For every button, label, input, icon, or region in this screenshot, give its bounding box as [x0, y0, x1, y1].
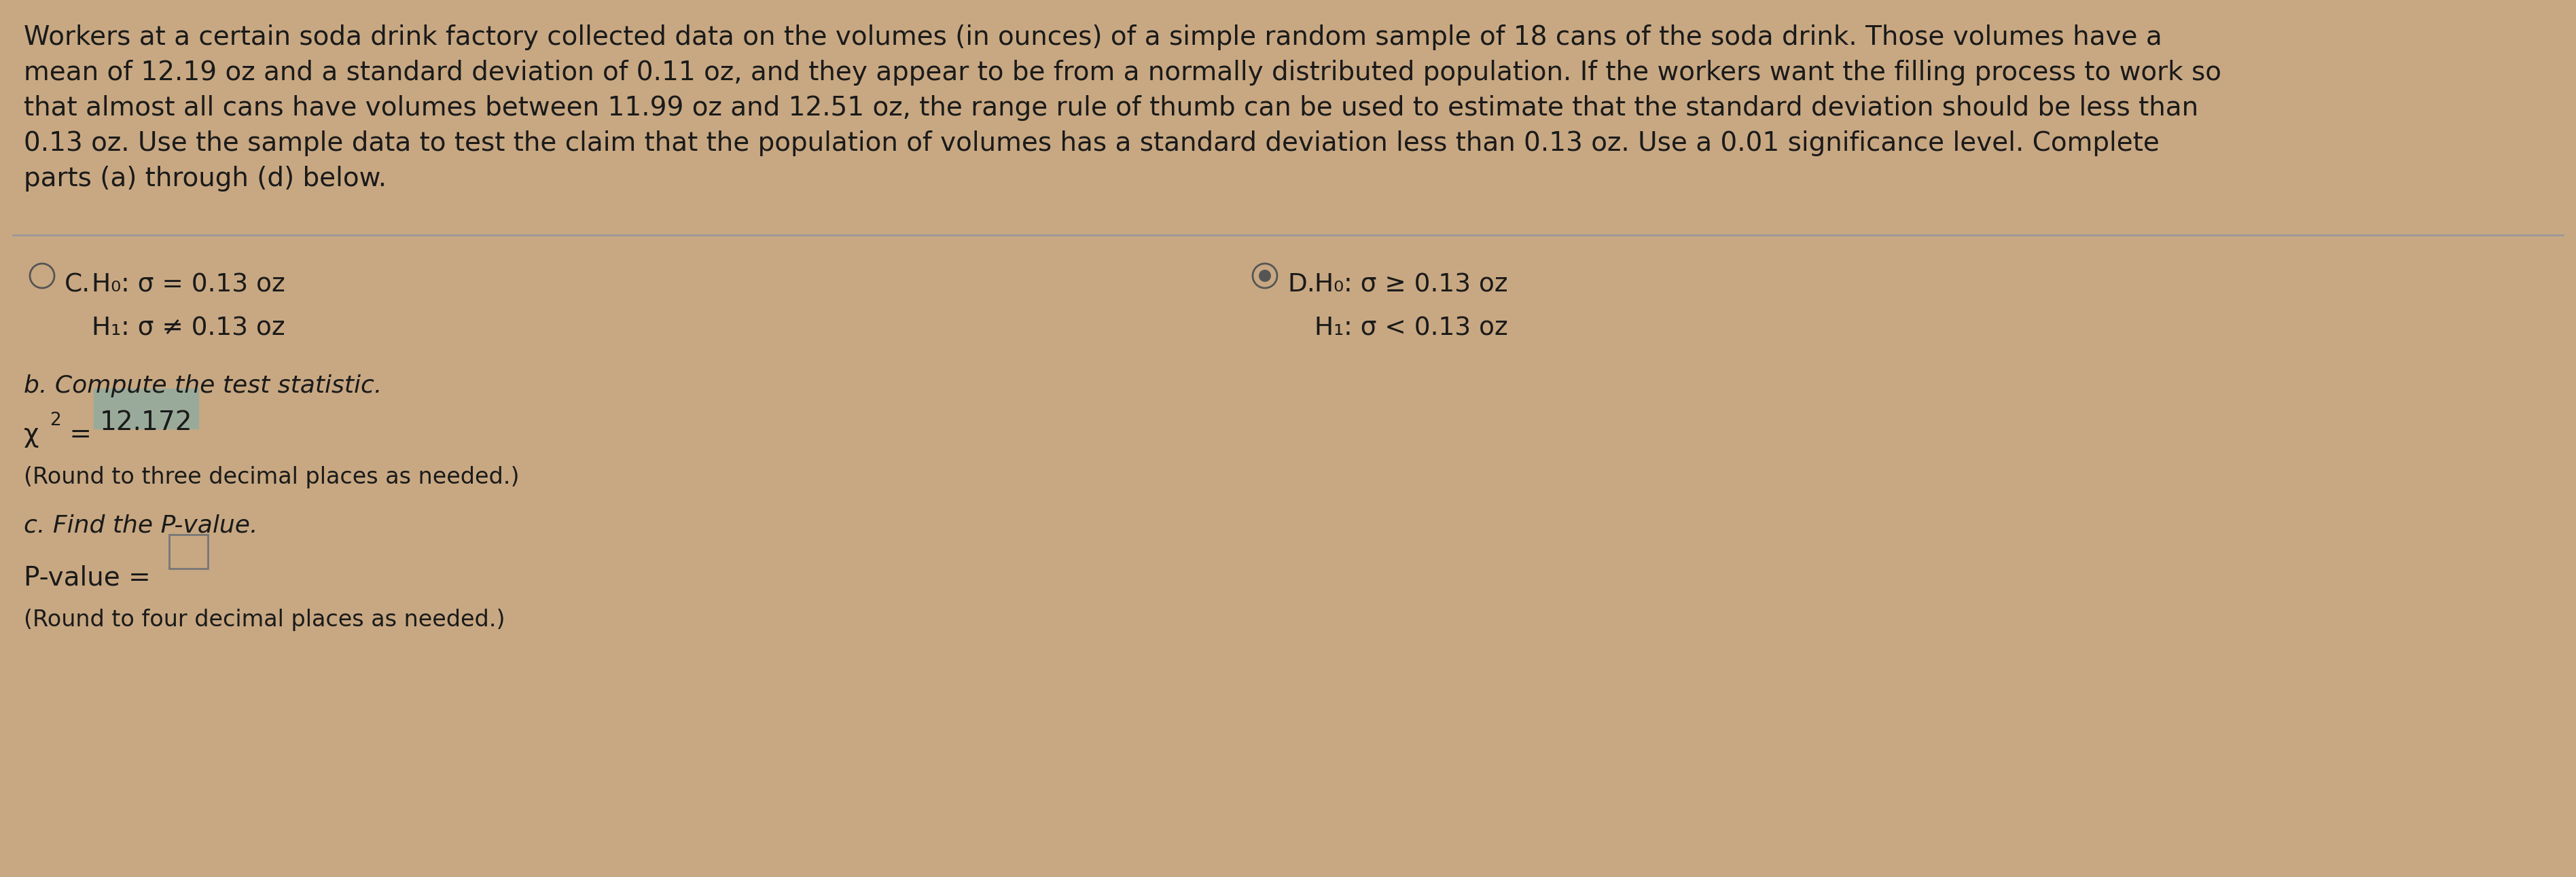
- FancyBboxPatch shape: [170, 535, 209, 568]
- Circle shape: [1260, 270, 1270, 282]
- Text: b. Compute the test statistic.: b. Compute the test statistic.: [23, 374, 381, 397]
- Text: H₀: σ = 0.13 oz: H₀: σ = 0.13 oz: [93, 273, 286, 296]
- Text: c. Find the P-value.: c. Find the P-value.: [23, 514, 258, 537]
- Text: H₁: σ ≠ 0.13 oz: H₁: σ ≠ 0.13 oz: [93, 317, 286, 341]
- Text: C.: C.: [64, 273, 90, 296]
- Text: =: =: [62, 422, 100, 447]
- Text: 12.172: 12.172: [100, 410, 193, 436]
- Text: H₁: σ < 0.13 oz: H₁: σ < 0.13 oz: [1314, 317, 1507, 341]
- Text: (Round to three decimal places as needed.): (Round to three decimal places as needed…: [23, 466, 520, 488]
- Text: Workers at a certain soda drink factory collected data on the volumes (in ounces: Workers at a certain soda drink factory …: [23, 25, 2161, 50]
- Text: P-value =: P-value =: [23, 565, 149, 590]
- Text: mean of 12.19 oz and a standard deviation of 0.11 oz, and they appear to be from: mean of 12.19 oz and a standard deviatio…: [23, 60, 2221, 86]
- Text: 2: 2: [49, 411, 62, 430]
- FancyBboxPatch shape: [93, 389, 198, 429]
- Text: H₀: σ ≥ 0.13 oz: H₀: σ ≥ 0.13 oz: [1314, 273, 1507, 296]
- Text: parts (a) through (d) below.: parts (a) through (d) below.: [23, 166, 386, 191]
- Text: χ: χ: [23, 422, 39, 447]
- Text: (Round to four decimal places as needed.): (Round to four decimal places as needed.…: [23, 609, 505, 631]
- Text: 0.13 oz. Use the sample data to test the claim that the population of volumes ha: 0.13 oz. Use the sample data to test the…: [23, 131, 2159, 156]
- Text: D.: D.: [1288, 273, 1314, 296]
- Text: that almost all cans have volumes between 11.99 oz and 12.51 oz, the range rule : that almost all cans have volumes betwee…: [23, 95, 2197, 121]
